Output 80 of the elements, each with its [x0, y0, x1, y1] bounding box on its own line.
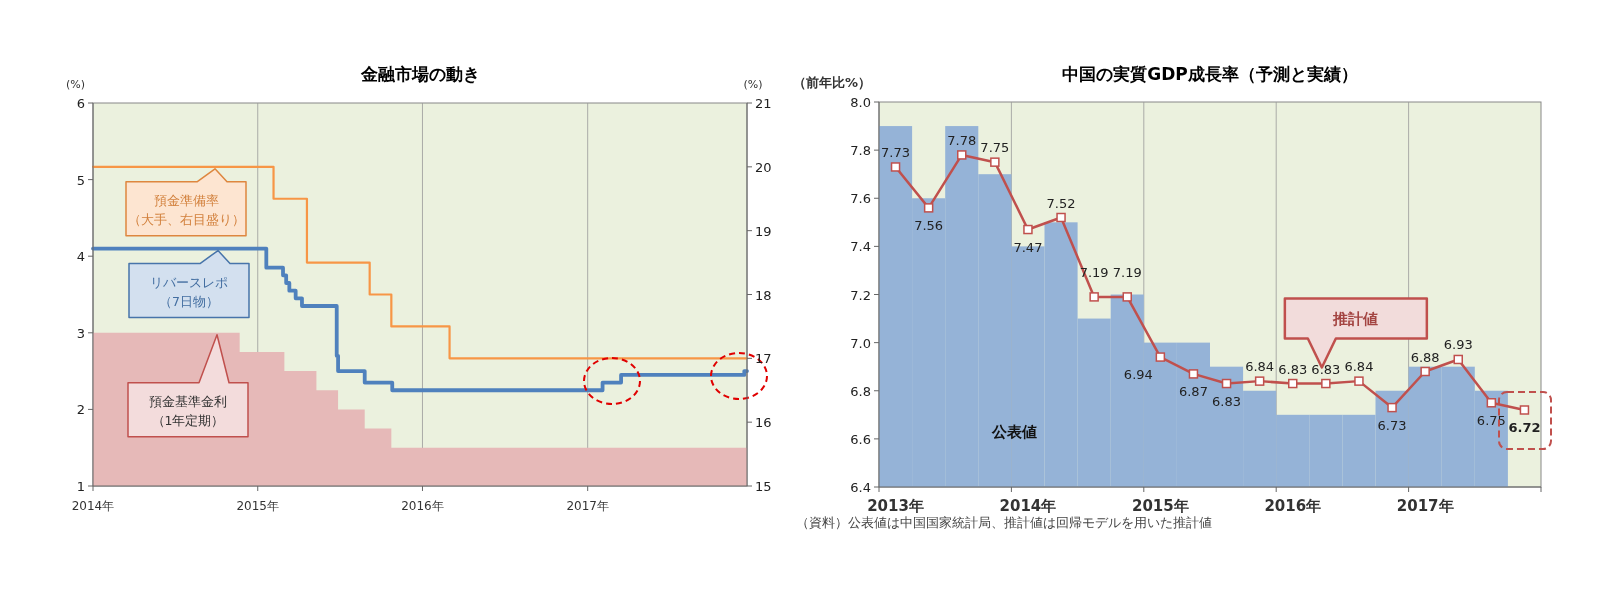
y2-axis-title: (%) — [743, 78, 763, 91]
point — [1155, 352, 1166, 362]
y-tick-label: 4 — [76, 249, 85, 265]
y2-tick-label: 20 — [755, 159, 772, 175]
x-tick-label: 2016年 — [1264, 497, 1322, 515]
series-label: 預金基準金利（1年定期） — [149, 393, 227, 428]
data-label: 7.78 — [947, 132, 977, 148]
x-tick-label: 2015年 — [1131, 497, 1189, 515]
data-label: 6.84 — [1344, 359, 1374, 375]
data-label: 6.83 — [1278, 361, 1308, 377]
y2-tick-label: 21 — [755, 96, 772, 111]
data-label: 7.56 — [914, 217, 944, 233]
y-tick-label: 1 — [76, 479, 85, 494]
data-label: 6.88 — [1410, 349, 1440, 365]
data-label: 6.73 — [1377, 417, 1407, 433]
point — [957, 150, 967, 160]
point — [1519, 405, 1530, 415]
y-tick-label: 3 — [76, 325, 85, 341]
y-tick-label: 2 — [76, 402, 85, 418]
y2-tick-label: 15 — [755, 479, 772, 494]
point — [923, 203, 934, 213]
y-tick-label: 6.4 — [850, 480, 871, 495]
point — [1188, 369, 1199, 379]
text: （資料）公表値は中国国家統計局、推計値は回帰モデルを用いた推計値 — [796, 515, 1212, 530]
data-label: 6.94 — [1123, 367, 1153, 383]
data-label: 7.75 — [980, 140, 1010, 156]
point — [890, 162, 901, 172]
data-label: 7.73 — [881, 144, 911, 160]
point — [1089, 292, 1099, 302]
y-tick-label: 7.6 — [850, 191, 871, 207]
y-tick-label: 6 — [76, 96, 85, 111]
data-label: 6.75 — [1476, 412, 1506, 428]
y-tick-label: 8.0 — [850, 95, 871, 110]
chart-title: 中国の実質GDP成長率（予測と実績） — [1062, 64, 1358, 84]
point — [1387, 402, 1397, 413]
point — [1122, 292, 1132, 302]
x-tick-label: 2015年 — [236, 499, 280, 513]
chart-title: 金融市場の動き — [359, 64, 480, 84]
data-label: 6.87 — [1178, 383, 1208, 399]
point — [1486, 398, 1497, 408]
y2-tick-label: 17 — [755, 351, 772, 367]
y2-tick-label: 18 — [755, 287, 772, 303]
point — [1288, 378, 1298, 389]
line-series — [91, 165, 749, 360]
y-tick-label: 7.4 — [850, 239, 871, 255]
point — [1254, 376, 1265, 386]
y-tick-label: 5 — [76, 172, 85, 188]
data-label: 6.93 — [1443, 337, 1473, 353]
point — [1354, 376, 1364, 386]
y2-tick-label: 16 — [755, 415, 772, 431]
y-tick-label: 7.8 — [850, 143, 871, 159]
x-tick-label: 2014年 — [71, 499, 115, 513]
x-tick-label: 2016年 — [401, 499, 444, 513]
x-tick-label: 2017年 — [1396, 497, 1454, 515]
data-label: 7.47 — [1013, 239, 1043, 255]
series-label: 公表値 — [991, 422, 1038, 441]
data-label: 7.19 — [1112, 264, 1142, 280]
y-axis-title: （前年比%） — [792, 75, 871, 90]
point — [1056, 212, 1066, 223]
point — [1221, 378, 1232, 389]
y-tick-label: 7.2 — [850, 287, 871, 303]
x-tick-label: 2014年 — [999, 497, 1057, 515]
point — [1420, 366, 1430, 377]
data-label: 6.72 — [1508, 420, 1541, 435]
y-tick-label: 7.0 — [850, 335, 871, 351]
y-tick-label: 6.8 — [850, 383, 871, 399]
x-tick-label: 2017年 — [566, 499, 609, 513]
data-label: 6.83 — [1311, 361, 1341, 377]
data-label: 6.83 — [1212, 393, 1242, 409]
point — [990, 157, 1000, 167]
point — [1023, 224, 1033, 235]
point — [1321, 378, 1331, 389]
y2-tick-label: 19 — [755, 223, 772, 239]
data-label: 7.52 — [1046, 195, 1076, 211]
x-tick-label: 2013年 — [867, 497, 924, 515]
y-tick-label: 6.6 — [850, 431, 871, 447]
data-label: 6.84 — [1245, 359, 1275, 375]
line-series — [91, 246, 749, 393]
y-axis-title: (%) — [65, 78, 85, 91]
point — [1453, 354, 1463, 365]
